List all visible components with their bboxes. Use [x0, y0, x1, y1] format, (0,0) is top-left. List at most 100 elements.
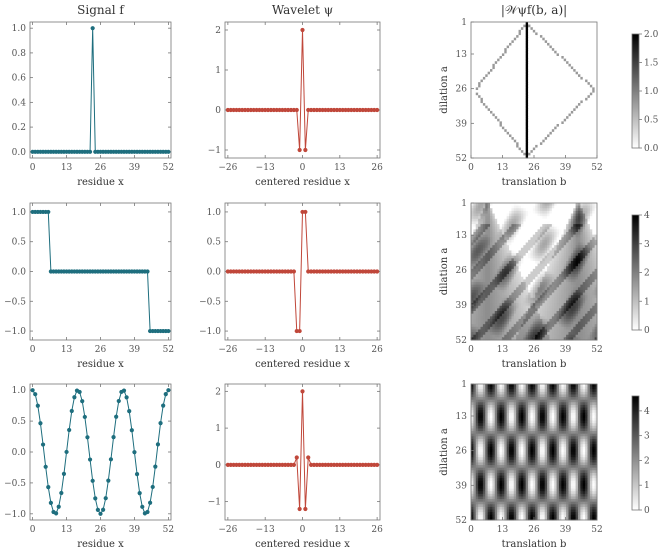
cwt-2-cell: [573, 231, 577, 236]
cwt-1-cell: [499, 97, 503, 101]
cwt-2-cell: [506, 210, 510, 214]
cwt-2-cell: [547, 255, 550, 259]
cwt-2-cell: [513, 247, 517, 251]
cwt-1-cell: [547, 74, 550, 78]
cwt-1-cell: [587, 110, 591, 114]
cwt-1-cell: [506, 124, 510, 128]
cwt-1-cell: [554, 113, 557, 117]
cwt-2-cell: [532, 221, 536, 225]
cwt-2-cell: [485, 239, 489, 243]
cwt-2-cell: [551, 266, 555, 270]
cwt-2-cell: [568, 276, 572, 280]
cwt-1-cell: [537, 124, 541, 128]
cwt-1-cell: [485, 53, 489, 57]
cwt-1-cell: [577, 152, 581, 156]
cwt-1-cell: [485, 105, 489, 109]
cwt-1-cell: [558, 90, 562, 94]
cwt-1-cell: [482, 116, 486, 120]
cwt-2-cell: [513, 266, 517, 270]
cwt-1-cell: [592, 42, 596, 46]
wavelet-1-point: [346, 107, 351, 113]
cwt-2-cell: [585, 210, 588, 214]
cwt-1-cell: [563, 103, 567, 107]
cwt-2-cell: [499, 258, 503, 262]
cwt-2-cell: [554, 287, 557, 291]
cwt-1-cell: [589, 92, 593, 96]
cwt-1-cell: [592, 134, 596, 138]
cwt-1-cell: [513, 139, 517, 143]
cwt-1-cell: [582, 100, 586, 104]
cwt-1-cell: [471, 48, 474, 52]
cwt-1-cell: [487, 152, 491, 156]
cwt-1-cell: [592, 103, 596, 107]
cwt-2-cell: [501, 229, 505, 233]
cwt-2-cell: [573, 282, 577, 286]
cwt-2-cell: [589, 218, 593, 222]
cwt-1-cell: [570, 56, 574, 60]
cwt-2-cell: [494, 274, 498, 278]
cwt-1-cell: [487, 95, 491, 99]
cwt-2-cell: [580, 279, 584, 283]
cwt-1-cell: [475, 22, 479, 26]
cwt-2-cell: [561, 218, 565, 222]
cwt-1-cell: [589, 100, 593, 104]
wavelet-2-point: [268, 269, 274, 274]
cwt-1-cell: [558, 97, 562, 101]
cwt-1-cell: [523, 121, 527, 125]
cwt-1-cell: [589, 129, 593, 133]
cwt-2-cell: [542, 213, 546, 217]
cwt-2-cell: [570, 213, 574, 217]
cwt-1-cell: [594, 71, 598, 75]
cwt-1-cell: [525, 82, 529, 86]
cwt-2-cell: [594, 279, 598, 283]
cwt-1-cell: [556, 82, 560, 86]
cwt-2-cell: [475, 266, 479, 270]
cwt-2-cell: [516, 258, 519, 262]
cwt-1-cell: [554, 108, 557, 112]
cwt-2-cell: [582, 253, 586, 257]
cwt-2-cell: [592, 221, 596, 225]
cwt-2-cell: [494, 255, 498, 259]
cwt-1-cell: [556, 137, 560, 141]
cwt-1-cell: [520, 105, 524, 109]
cwt-2-cell: [549, 218, 553, 222]
cwt-1-cell: [561, 90, 565, 94]
cwt-1-cell: [575, 118, 579, 122]
cwt-1-cell: [490, 97, 493, 101]
cwt-1-cell: [556, 45, 560, 49]
cwt-1-cell: [577, 37, 581, 41]
cwt-1-cell: [494, 126, 498, 130]
cwt-2-cell: [499, 268, 503, 272]
cwt-2-cell: [473, 266, 477, 270]
signal-steps-ytick-label: 0.0: [12, 268, 27, 278]
cwt-1-cell: [501, 116, 505, 120]
cwt-1-cell: [566, 53, 569, 57]
cwt-1-cell: [478, 150, 481, 154]
cwt-1-cell: [589, 108, 593, 112]
cwt-1-cell: [506, 48, 510, 52]
cwt-1-cell: [520, 32, 524, 36]
cwt-1-cell: [542, 150, 546, 154]
cwt-1-cell: [499, 142, 503, 146]
cwt-2-cell: [530, 255, 534, 259]
cwt-1-cell: [535, 103, 538, 107]
cwt-2-cell: [520, 213, 524, 217]
cwt-1-cell: [511, 147, 515, 151]
cwt-1-cell: [558, 50, 562, 54]
cwt-2-cell: [542, 289, 546, 293]
cwt-2-cell: [568, 250, 572, 254]
cwt-2-cell: [573, 237, 577, 241]
cwt-2-cell: [523, 282, 527, 286]
cwt-2-cell: [568, 253, 572, 257]
cwt-1-cell: [537, 35, 541, 39]
cwt-1-cell: [577, 131, 581, 135]
cwt-2-cell: [556, 221, 560, 225]
cwt-1-cell: [485, 116, 489, 120]
cwt-2-cell: [594, 263, 598, 267]
signal-delta-title: Signal f: [77, 3, 125, 17]
cwt-1-cell: [532, 150, 536, 154]
cwt-2-cell: [573, 245, 577, 249]
cwt-1-cell: [528, 134, 531, 138]
cwt-1-cell: [509, 79, 512, 83]
cwt-2-cell: [499, 239, 503, 243]
